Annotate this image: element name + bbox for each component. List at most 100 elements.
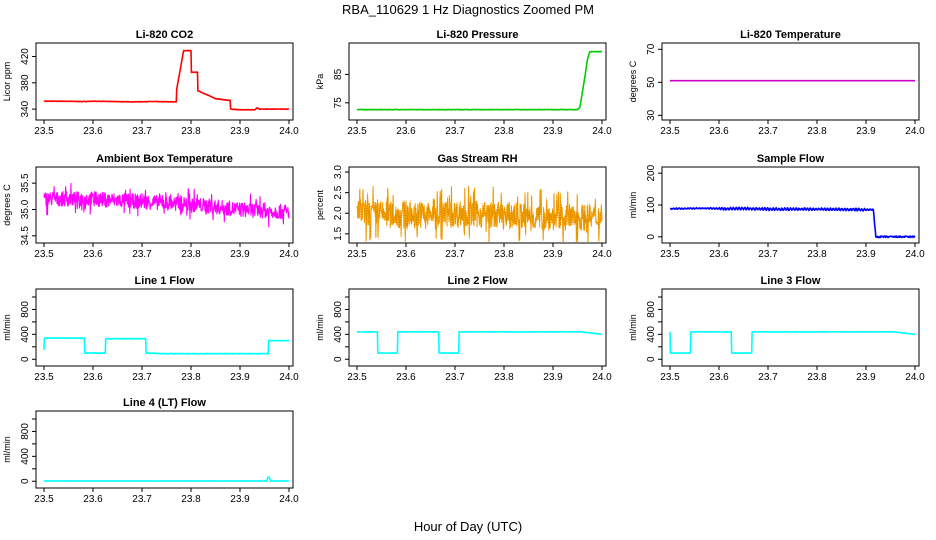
panel-7: Line 2 Flow 23.5 23.6 23.7 23.8 23.9 24.0 0 400 8… [315,275,612,383]
x-tick-label: 23.6 [709,372,729,383]
y-axis-label: degrees C [628,60,638,102]
x-tick-label: 23.9 [230,494,250,505]
series-line [43,49,290,111]
x-tick-label: 23.5 [34,249,54,260]
x-tick-label: 23.7 [758,249,778,260]
y-tick-label: 0 [646,356,657,362]
y-tick-label: 50 [646,76,657,88]
y-tick-label: 400 [20,448,31,465]
x-tick-label: 23.9 [543,372,563,383]
panel-title: Gas Stream RH [437,153,517,165]
x-tick-label: 23.9 [230,372,250,383]
plot-frame [35,42,294,121]
series-line [43,476,290,482]
y-tick-label: 420 [20,48,31,65]
x-tick-label: 23.7 [132,372,152,383]
x-tick-label: 23.6 [709,126,729,137]
x-tick-label: 23.7 [445,249,465,260]
panel-9: Line 4 (LT) Flow 23.5 23.6 23.7 23.8 23.9 24.0… [2,397,299,505]
panel-grid: Li-820 CO2 23.5 23.6 23.7 23.8 23.9 24.0 340 380… [2,29,925,505]
x-tick-label: 23.7 [445,126,465,137]
plot-frame [348,42,607,121]
panel-title: Li-820 CO2 [136,29,193,41]
panel-5: Sample Flow 23.5 23.6 23.7 23.8 23.9 24.0 0 100 2… [628,153,925,260]
panel-title: Line 2 Flow [448,275,508,287]
y-axis-label: Licor ppm [2,62,12,102]
panel-8: Line 3 Flow 23.5 23.6 23.7 23.8 23.9 24.0 0 400 8… [628,275,925,383]
y-tick-label: 35.5 [20,173,31,193]
x-tick-label: 23.5 [347,372,367,383]
x-tick-label: 23.7 [132,249,152,260]
series-line [356,330,603,355]
x-tick-label: 23.8 [807,126,827,137]
y-axis-label: ml/min [628,192,638,219]
figure-xlabel: Hour of Day (UTC) [414,519,522,534]
x-tick-label: 24.0 [905,372,925,383]
x-tick-label: 23.6 [83,126,103,137]
panel-title: Line 3 Flow [761,275,821,287]
x-tick-label: 23.5 [347,126,367,137]
series-line-overlay [356,185,603,242]
x-tick-label: 23.9 [543,126,563,137]
y-tick-label: 30 [646,109,657,121]
x-tick-label: 23.7 [758,372,778,383]
x-tick-label: 23.8 [494,372,514,383]
panel-title: Li-820 Temperature [740,29,841,41]
y-tick-label: 3.0 [333,165,344,179]
x-tick-label: 23.6 [396,126,416,137]
y-tick-label: 2.0 [333,206,344,220]
y-axis-label: kPa [315,74,325,90]
plot-frame [661,42,920,121]
x-tick-label: 23.7 [758,126,778,137]
x-tick-label: 23.5 [660,249,680,260]
plot-frame [35,410,294,489]
y-axis-label: ml/min [628,314,638,341]
y-tick-label: 800 [20,423,31,440]
panel-0: Li-820 CO2 23.5 23.6 23.7 23.8 23.9 24.0 340 380… [2,29,299,137]
x-tick-label: 24.0 [279,494,299,505]
series-line [669,330,916,355]
x-tick-label: 23.8 [494,249,514,260]
series-line [43,182,290,228]
y-axis-label: ml/min [2,436,12,463]
plot-frame [348,166,607,244]
series-line [356,50,603,111]
panel-title: Line 1 Flow [135,275,195,287]
x-tick-label: 24.0 [905,126,925,137]
x-tick-label: 23.5 [34,126,54,137]
x-tick-label: 23.6 [83,372,103,383]
x-tick-label: 23.6 [83,249,103,260]
x-tick-label: 23.8 [181,126,201,137]
y-tick-label: 70 [646,43,657,55]
plot-frame [35,166,294,244]
panel-1: Li-820 Pressure 23.5 23.6 23.7 23.8 23.9 24.0 7… [315,29,612,137]
plot-frame [348,288,607,367]
x-tick-label: 24.0 [279,249,299,260]
x-tick-label: 23.9 [856,249,876,260]
y-tick-label: 0 [646,234,657,240]
panel-3: Ambient Box Temperature 23.5 23.6 23.7 23.8 2… [2,153,299,260]
y-tick-label: 75 [333,97,344,109]
x-tick-label: 23.8 [181,249,201,260]
y-tick-label: 34.5 [20,226,31,246]
y-tick-label: 1.5 [333,226,344,240]
x-tick-label: 24.0 [592,372,612,383]
y-tick-label: 340 [20,100,31,117]
x-tick-label: 24.0 [592,249,612,260]
y-tick-label: 0 [333,356,344,362]
x-tick-label: 23.6 [709,249,729,260]
y-tick-label: 0 [20,478,31,484]
x-tick-label: 23.5 [34,494,54,505]
y-axis-label: ml/min [315,314,325,341]
x-tick-label: 23.6 [83,494,103,505]
y-axis-label: ml/min [2,314,12,341]
panel-2: Li-820 Temperature 23.5 23.6 23.7 23.8 23.9 24… [628,29,925,137]
series-line [43,336,290,355]
panel-title: Li-820 Pressure [437,29,519,41]
figure-title: RBA_110629 1 Hz Diagnostics Zoomed PM [342,2,594,17]
y-tick-label: 200 [646,164,657,181]
x-tick-label: 23.9 [856,372,876,383]
series-line [669,206,916,239]
x-tick-label: 23.5 [660,372,680,383]
